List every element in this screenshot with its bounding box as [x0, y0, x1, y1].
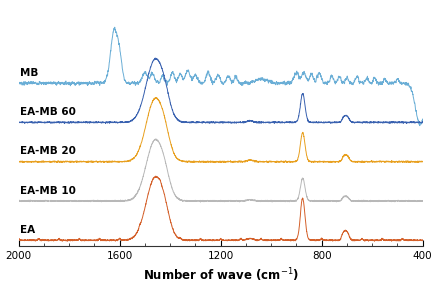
X-axis label: Number of wave (cm$^{-1}$): Number of wave (cm$^{-1}$): [143, 267, 299, 284]
Text: EA-MB 10: EA-MB 10: [20, 186, 76, 196]
Text: MB: MB: [20, 68, 38, 78]
Text: EA-MB 20: EA-MB 20: [20, 146, 76, 157]
Text: EA: EA: [20, 225, 35, 235]
Text: EA-MB 60: EA-MB 60: [20, 107, 76, 117]
